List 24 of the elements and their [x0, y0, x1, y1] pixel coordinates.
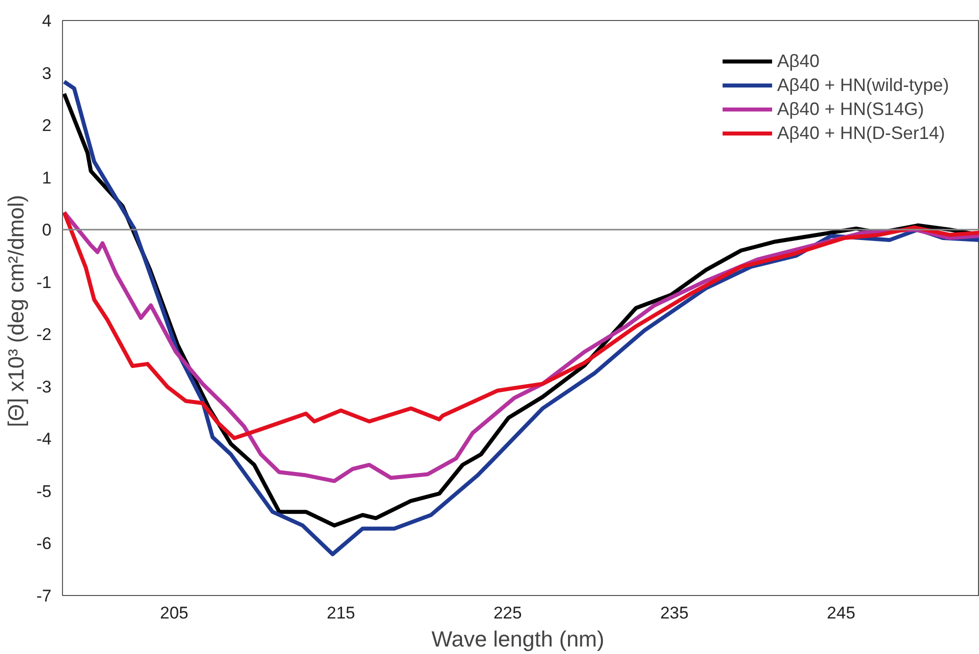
legend-label: Aβ40 + HN(wild-type) [777, 74, 949, 96]
y-tick-label: 2 [42, 116, 52, 136]
x-tick-label: 215 [326, 604, 356, 622]
y-tick-label: -4 [36, 430, 52, 449]
x-tick-label: 205 [160, 604, 188, 622]
y-tick-label: 1 [42, 168, 52, 188]
y-tick-label: 3 [42, 64, 52, 83]
legend-label: Aβ40 [777, 50, 820, 72]
x-tick-label: 245 [826, 604, 856, 622]
y-tick-label: -7 [36, 586, 52, 606]
y-tick-label: 0 [42, 220, 52, 240]
y-tick-label: -1 [36, 272, 52, 292]
x-axis-title: Wave length (nm) [432, 626, 604, 652]
y-tick-label: -5 [36, 482, 52, 501]
y-tick-label: -3 [36, 377, 52, 396]
y-tick-label: 4 [42, 12, 52, 30]
y-tick-label: -2 [36, 325, 52, 344]
legend-label: Aβ40 + HN(D-Ser14) [777, 122, 945, 144]
x-tick-label: 225 [493, 604, 522, 622]
x-tick-label: 235 [660, 604, 689, 622]
line-series [62, 210, 979, 440]
y-axis-title: [Θ] x10³ (deg cm²/dmol) [3, 194, 28, 428]
y-tick-label: -6 [36, 534, 52, 554]
legend-label: Aβ40 + HN(S14G) [777, 98, 924, 120]
